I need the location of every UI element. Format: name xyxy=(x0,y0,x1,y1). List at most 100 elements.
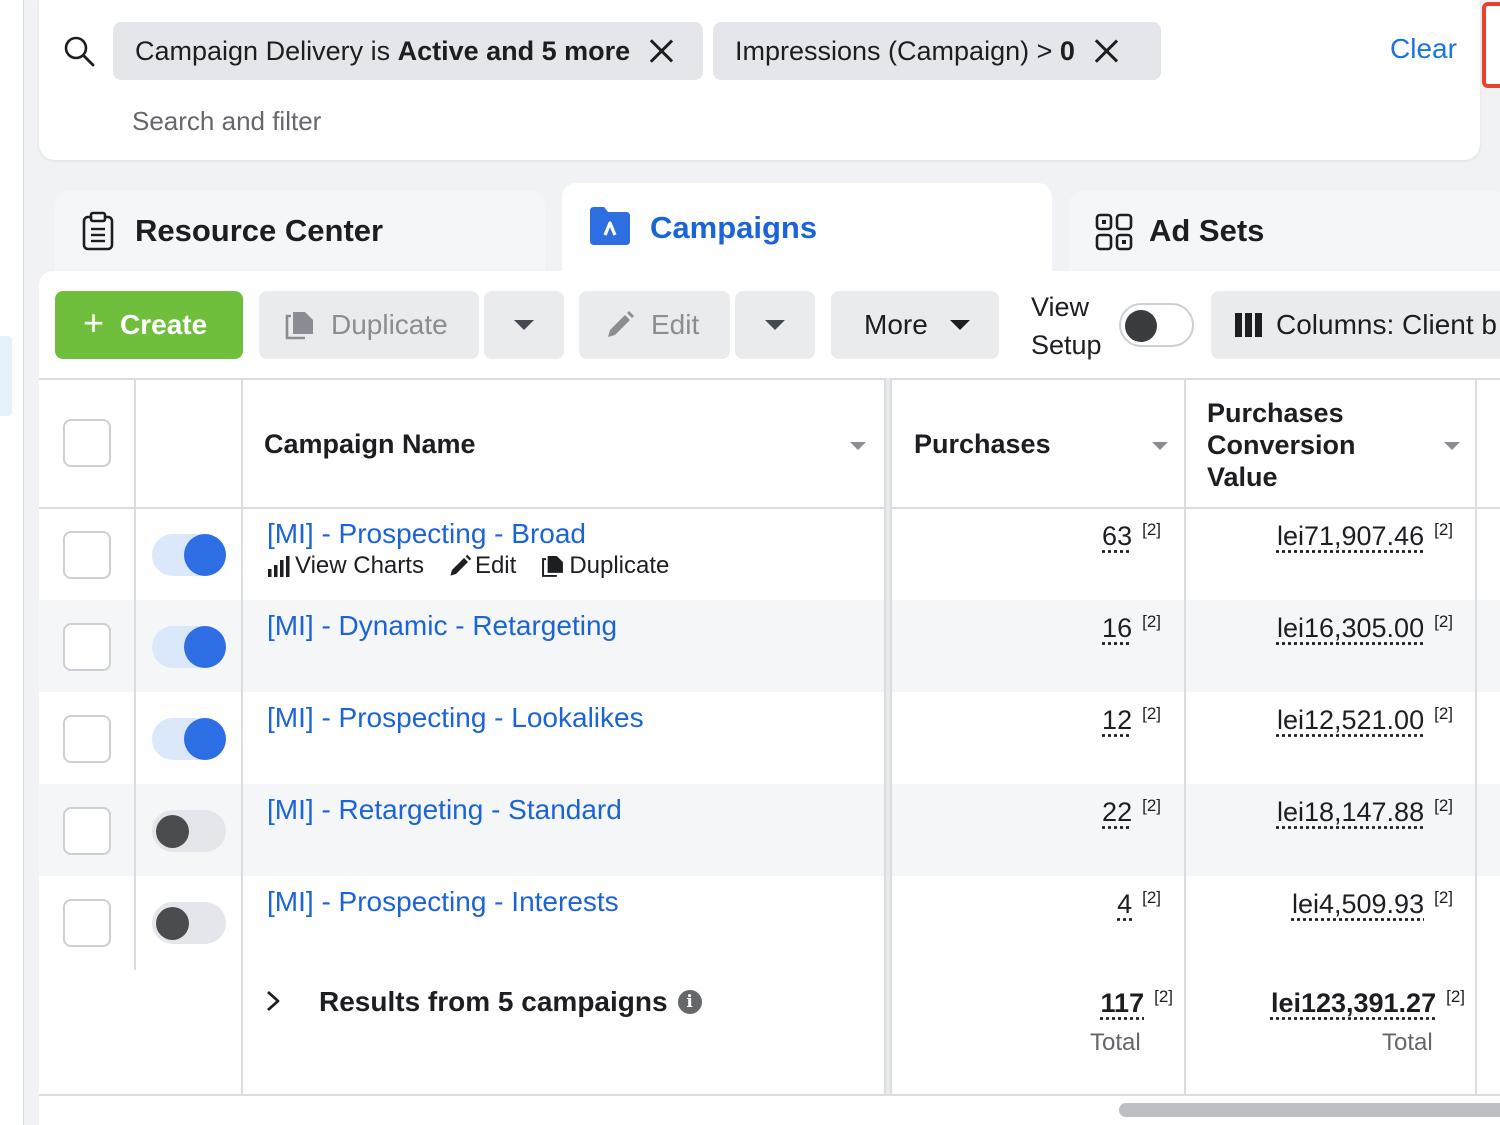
info-icon[interactable]: i xyxy=(677,990,702,1014)
view-charts-action[interactable]: View Charts xyxy=(267,552,424,580)
select-all-checkbox[interactable] xyxy=(63,419,111,467)
divider xyxy=(39,378,1500,380)
conversion-value-cell: lei18,147.88 [2] xyxy=(1276,796,1453,827)
bar-chart-icon xyxy=(268,556,290,577)
more-button[interactable]: More xyxy=(831,291,999,359)
purchases-cell: 16 [2] xyxy=(1102,612,1161,643)
tab-label: Campaigns xyxy=(650,210,818,245)
results-summary-label: Results from 5 campaigns i xyxy=(319,986,702,1018)
filter-chip-value: 0 xyxy=(1059,35,1075,66)
campaign-toggle[interactable] xyxy=(152,902,226,944)
clear-filters-link[interactable]: Clear xyxy=(1390,33,1457,64)
row-actions: View Charts Edit Duplicate xyxy=(267,552,693,580)
view-setup-label: View Setup xyxy=(1031,288,1102,364)
tab-resource-center[interactable]: Resource Center xyxy=(55,191,545,271)
row-checkbox[interactable] xyxy=(63,531,111,579)
total-label: Total xyxy=(1090,1029,1141,1056)
remove-filter-icon[interactable] xyxy=(1093,38,1119,64)
sort-icon[interactable] xyxy=(1152,442,1168,450)
column-header-campaign-name[interactable]: Campaign Name xyxy=(264,429,476,459)
divider xyxy=(134,378,136,970)
horizontal-scrollbar[interactable] xyxy=(1119,1103,1500,1117)
row-checkbox[interactable] xyxy=(63,899,111,947)
row-checkbox[interactable] xyxy=(63,623,111,671)
pencil-icon xyxy=(450,554,472,576)
chevron-down-icon xyxy=(514,320,534,330)
campaign-toggle[interactable] xyxy=(152,626,226,668)
conversion-value-cell: lei71,907.46 [2] xyxy=(1276,520,1453,551)
column-header-conversion-value[interactable]: Purchases Conversion Value xyxy=(1207,397,1356,493)
highlighted-control-edge[interactable] xyxy=(1482,2,1500,88)
campaign-name-link[interactable]: [MI] - Prospecting - Broad xyxy=(267,518,587,549)
divider xyxy=(241,378,243,1094)
duplicate-label: Duplicate xyxy=(331,309,448,340)
sort-icon[interactable] xyxy=(850,442,866,450)
edit-action-label: Edit xyxy=(474,552,517,579)
campaign-toggle[interactable] xyxy=(152,534,226,576)
sort-icon[interactable] xyxy=(1444,442,1460,450)
campaign-name-link[interactable]: [MI] - Prospecting - Lookalikes xyxy=(267,702,644,733)
divider xyxy=(39,507,1500,509)
chevron-down-icon xyxy=(949,320,970,330)
conversion-value-cell: lei12,521.00 [2] xyxy=(1276,704,1453,735)
filter-chip-prefix: Campaign Delivery is xyxy=(135,35,398,66)
divider xyxy=(39,1094,1500,1096)
campaigns-panel xyxy=(39,271,1500,1125)
total-conversion-value: lei123,391.27 [2] xyxy=(1270,987,1465,1018)
clipboard-icon xyxy=(82,211,114,251)
header-line: Value xyxy=(1207,462,1278,492)
search-input[interactable]: Search and filter xyxy=(132,106,322,136)
campaign-toggle[interactable] xyxy=(152,718,226,760)
duplicate-action-label: Duplicate xyxy=(569,552,670,579)
column-resize-handle[interactable] xyxy=(884,378,892,1094)
campaign-toggle[interactable] xyxy=(152,810,226,852)
edit-dropdown-button[interactable] xyxy=(735,291,815,359)
remove-filter-icon[interactable] xyxy=(648,38,674,64)
search-icon[interactable] xyxy=(62,34,96,68)
tab-label: Resource Center xyxy=(135,213,384,248)
duplicate-button[interactable]: Duplicate xyxy=(259,291,479,359)
table-row-stripe xyxy=(39,784,1500,876)
total-purchases: 117 [2] xyxy=(1100,987,1173,1018)
row-checkbox[interactable] xyxy=(63,715,111,763)
toggle-knob xyxy=(1125,310,1157,342)
row-checkbox[interactable] xyxy=(63,807,111,855)
view-charts-label: View Charts xyxy=(295,552,424,579)
columns-button[interactable]: Columns: Client b xyxy=(1211,291,1500,359)
campaign-name-link[interactable]: [MI] - Dynamic - Retargeting xyxy=(267,610,618,641)
columns-label: Columns: Client b xyxy=(1276,309,1497,340)
campaign-name-link[interactable]: [MI] - Prospecting - Interests xyxy=(267,886,619,917)
pencil-icon xyxy=(608,311,634,337)
folder-campaign-icon xyxy=(590,207,630,245)
edit-button[interactable]: Edit xyxy=(579,291,730,359)
edit-action[interactable]: Edit xyxy=(448,552,516,580)
filter-chip-impressions[interactable]: Impressions (Campaign) > 0 xyxy=(713,22,1161,80)
purchases-cell: 22 [2] xyxy=(1102,796,1161,827)
filter-chip-delivery[interactable]: Campaign Delivery is Active and 5 more xyxy=(113,22,703,80)
divider xyxy=(1184,378,1186,1094)
duplicate-icon xyxy=(542,556,564,577)
column-header-purchases[interactable]: Purchases xyxy=(914,429,1051,459)
more-label: More xyxy=(864,309,928,340)
view-setup-line: View xyxy=(1031,292,1090,322)
create-button[interactable]: + Create xyxy=(55,291,243,359)
duplicate-dropdown-button[interactable] xyxy=(484,291,564,359)
plus-icon: + xyxy=(83,302,105,343)
campaign-name-link[interactable]: [MI] - Retargeting - Standard xyxy=(267,794,622,825)
tab-label: Ad Sets xyxy=(1149,213,1265,248)
create-label: Create xyxy=(120,309,208,340)
chevron-right-icon[interactable] xyxy=(262,990,284,1012)
tab-campaigns[interactable]: Campaigns xyxy=(562,183,1052,281)
purchases-cell: 63 [2] xyxy=(1102,520,1161,551)
edit-label: Edit xyxy=(651,309,700,340)
filter-chip-value: Active and 5 more xyxy=(397,35,631,66)
tab-ad-sets[interactable]: Ad Sets xyxy=(1069,191,1500,271)
duplicate-action[interactable]: Duplicate xyxy=(540,552,669,580)
view-setup-toggle[interactable] xyxy=(1119,303,1194,347)
view-setup-line: Setup xyxy=(1031,330,1102,360)
divider xyxy=(1475,378,1477,1094)
rail-indicator xyxy=(0,336,12,416)
total-label: Total xyxy=(1382,1029,1433,1056)
header-line: Conversion xyxy=(1207,430,1356,460)
duplicate-icon xyxy=(285,312,313,340)
